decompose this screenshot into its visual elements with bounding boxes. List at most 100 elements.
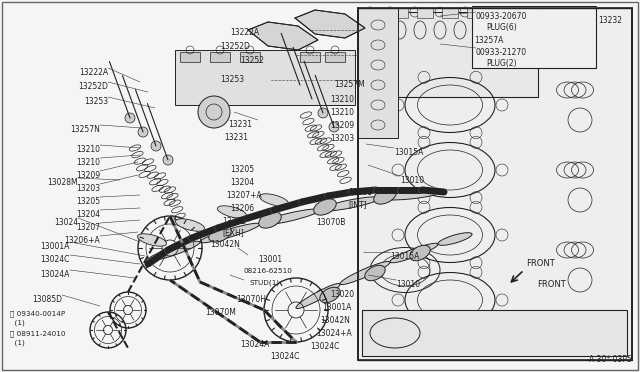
Text: 13024C: 13024C: [310, 342, 339, 351]
Text: 13206: 13206: [230, 204, 254, 213]
Text: 13210: 13210: [330, 95, 354, 104]
Text: 13001A: 13001A: [40, 242, 70, 251]
Text: 13209: 13209: [330, 121, 354, 130]
Text: 13010: 13010: [396, 280, 420, 289]
Ellipse shape: [390, 243, 438, 263]
Text: 13202: 13202: [222, 217, 246, 226]
Text: 13207+A: 13207+A: [226, 191, 262, 200]
Text: 13210: 13210: [330, 108, 354, 117]
Ellipse shape: [314, 199, 336, 215]
Text: 13204: 13204: [230, 178, 254, 187]
Text: 13042N: 13042N: [320, 316, 350, 325]
Text: 13210: 13210: [76, 158, 100, 167]
Ellipse shape: [374, 188, 396, 204]
Ellipse shape: [209, 226, 231, 242]
Ellipse shape: [138, 234, 166, 246]
Bar: [442, 8, 458, 18]
Bar: [300, 52, 320, 62]
Circle shape: [307, 94, 317, 104]
Text: 13231: 13231: [228, 120, 252, 129]
Bar: [240, 52, 260, 62]
Text: 13203: 13203: [76, 184, 100, 193]
Ellipse shape: [380, 190, 440, 200]
Ellipse shape: [365, 265, 385, 281]
Text: 13201: 13201: [348, 188, 372, 197]
Text: 13252: 13252: [240, 56, 264, 65]
Text: 13024A: 13024A: [40, 270, 70, 279]
Text: 13257N: 13257N: [70, 125, 100, 134]
Ellipse shape: [296, 283, 340, 308]
Bar: [472, 6, 596, 68]
Text: 13010: 13010: [400, 176, 424, 185]
Text: 13042N: 13042N: [210, 240, 240, 249]
Circle shape: [295, 80, 305, 90]
Text: 13024C: 13024C: [40, 255, 70, 264]
Text: 13253: 13253: [84, 97, 108, 106]
Text: [EXH]: [EXH]: [222, 228, 244, 237]
Text: 13253: 13253: [220, 75, 244, 84]
Text: STUD(1): STUD(1): [250, 280, 280, 286]
Bar: [210, 52, 230, 62]
Text: 13070H: 13070H: [236, 295, 266, 304]
Text: 13015A: 13015A: [394, 148, 424, 157]
Text: FRONT: FRONT: [537, 280, 566, 289]
Text: 13070B: 13070B: [316, 218, 346, 227]
Text: (1): (1): [10, 320, 25, 327]
Polygon shape: [295, 10, 365, 38]
Text: PLUG(6): PLUG(6): [486, 23, 516, 32]
Bar: [520, 8, 536, 18]
Ellipse shape: [259, 194, 289, 206]
Ellipse shape: [260, 209, 320, 225]
Text: A 30* 03P5: A 30* 03P5: [589, 355, 632, 364]
Text: 13231: 13231: [224, 133, 248, 142]
Text: 13257A: 13257A: [474, 36, 504, 45]
Text: 13024A: 13024A: [240, 340, 269, 349]
Text: 13085D: 13085D: [32, 295, 62, 304]
Polygon shape: [358, 8, 632, 360]
Bar: [325, 52, 345, 62]
Text: 13205: 13205: [230, 165, 254, 174]
Text: (1): (1): [10, 340, 25, 346]
Circle shape: [329, 122, 339, 132]
Text: 13024+A: 13024+A: [316, 329, 352, 338]
Ellipse shape: [200, 223, 260, 243]
Text: 13001A: 13001A: [322, 303, 351, 312]
Polygon shape: [248, 22, 318, 50]
Ellipse shape: [320, 197, 380, 211]
Text: 13209: 13209: [76, 171, 100, 180]
Text: 00933-20670: 00933-20670: [476, 12, 527, 21]
Text: 13001: 13001: [258, 255, 282, 264]
Text: 13024: 13024: [54, 218, 78, 227]
Text: 13020: 13020: [330, 290, 354, 299]
Bar: [180, 52, 200, 62]
Bar: [392, 8, 408, 18]
Text: 13252D: 13252D: [220, 42, 250, 51]
Ellipse shape: [148, 241, 200, 261]
Text: PLUG(2): PLUG(2): [486, 59, 516, 68]
Text: 13252D: 13252D: [78, 82, 108, 91]
Text: 13028M: 13028M: [47, 178, 78, 187]
Text: 13024C: 13024C: [270, 352, 300, 361]
Bar: [175, 50, 355, 105]
Ellipse shape: [438, 233, 472, 245]
Circle shape: [163, 155, 173, 165]
Text: 08216-62510: 08216-62510: [244, 268, 293, 274]
Text: Ⓟ 09340-0014P: Ⓟ 09340-0014P: [10, 310, 65, 317]
Ellipse shape: [340, 262, 390, 285]
Text: 13070M: 13070M: [205, 308, 236, 317]
Text: 13206+A: 13206+A: [64, 236, 100, 245]
Ellipse shape: [320, 287, 340, 303]
Ellipse shape: [175, 219, 205, 231]
Bar: [364, 8, 380, 18]
Circle shape: [125, 113, 135, 123]
Text: 13222A: 13222A: [79, 68, 108, 77]
Text: Ⓝ 08911-24010: Ⓝ 08911-24010: [10, 330, 65, 337]
Ellipse shape: [218, 206, 246, 218]
Ellipse shape: [410, 245, 430, 261]
Bar: [362, 310, 627, 356]
Text: 13207: 13207: [76, 223, 100, 232]
Circle shape: [198, 96, 230, 128]
Text: 13232: 13232: [598, 16, 622, 25]
Text: 13015A: 13015A: [390, 252, 419, 261]
Bar: [467, 8, 483, 18]
